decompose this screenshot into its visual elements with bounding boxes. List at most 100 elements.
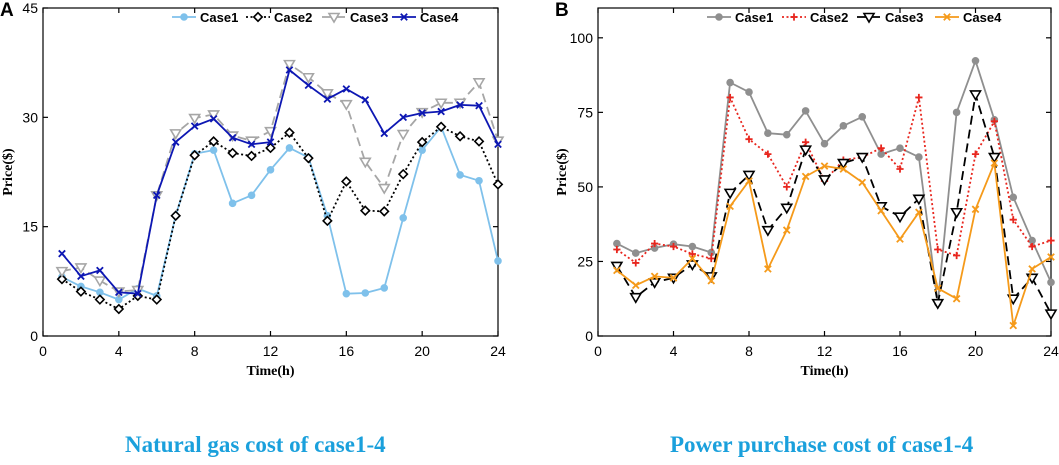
data-point (456, 171, 464, 179)
series-line (61, 125, 499, 301)
data-point (818, 175, 831, 187)
data-point (1009, 216, 1017, 224)
legend-item-case1: Case1 (707, 10, 773, 25)
data-point (987, 152, 1001, 164)
legend-label: Case4 (420, 10, 459, 25)
x-tick-label: 16 (339, 343, 355, 359)
data-point (896, 165, 904, 173)
series-case1 (58, 123, 502, 304)
data-point (613, 245, 621, 254)
data-point (180, 13, 188, 21)
data-point (1047, 236, 1055, 245)
data-point (1047, 278, 1055, 287)
data-point (339, 99, 353, 111)
data-point (171, 138, 180, 146)
series-case1 (613, 56, 1055, 308)
data-point (342, 289, 351, 298)
data-point (475, 101, 483, 110)
data-point (862, 12, 876, 24)
data-point (283, 59, 296, 71)
data-point (613, 266, 621, 275)
x-tick-label: 0 (39, 343, 47, 359)
data-point (915, 93, 923, 102)
x-axis-label: Time(h) (247, 364, 295, 379)
legend: Case1 Case2 Case3 Case4 (707, 10, 1002, 25)
data-point (56, 273, 68, 285)
data-point (133, 289, 142, 298)
data-point (742, 170, 756, 182)
data-point (783, 183, 791, 191)
data-point (397, 168, 409, 180)
data-point (456, 101, 464, 109)
data-point (252, 11, 264, 23)
data-point (266, 166, 275, 174)
data-point (726, 78, 734, 87)
y-tick-label: 100 (570, 30, 594, 46)
y-tick-label: 0 (30, 328, 38, 344)
data-point (632, 259, 640, 267)
data-point (454, 130, 466, 142)
data-point (266, 138, 275, 146)
data-point (782, 130, 791, 139)
data-point (790, 13, 798, 21)
data-point (399, 113, 408, 122)
data-point (707, 276, 716, 285)
data-point (434, 98, 448, 110)
data-point (494, 140, 502, 149)
data-point (915, 153, 923, 161)
data-point (950, 207, 964, 219)
series-line (616, 96, 1052, 264)
data-point (96, 266, 104, 275)
data-point (931, 298, 945, 310)
y-axis-label: Price($) (1, 148, 16, 196)
data-point (990, 159, 999, 167)
data-point (188, 113, 202, 125)
data-point (764, 265, 772, 273)
data-point (651, 239, 659, 248)
data-point (688, 242, 697, 251)
data-point (209, 146, 218, 154)
x-tick-label: 24 (490, 343, 506, 359)
data-point (1028, 236, 1036, 245)
data-point (839, 165, 848, 173)
data-point (399, 214, 408, 222)
data-point (322, 215, 333, 227)
data-point (114, 288, 123, 297)
x-tick-label: 12 (263, 343, 279, 359)
data-point (877, 150, 885, 158)
y-axis-label: Price($) (555, 148, 570, 196)
data-point (152, 191, 161, 200)
x-tick-label: 8 (745, 343, 753, 359)
data-point (1028, 265, 1036, 273)
data-point (247, 140, 256, 149)
y-tick-label: 45 (22, 0, 38, 16)
data-point (304, 81, 313, 90)
data-point (969, 90, 982, 102)
data-point (912, 194, 926, 206)
series-line (61, 63, 499, 293)
data-point (971, 56, 980, 65)
data-point (93, 276, 107, 288)
data-point (761, 225, 775, 237)
data-point (377, 183, 391, 195)
data-point (227, 147, 238, 159)
data-point (1009, 321, 1018, 330)
data-point (650, 272, 659, 281)
x-axis-label: Time(h) (801, 364, 849, 379)
data-point (265, 142, 276, 154)
x-tick-label: 24 (1043, 343, 1059, 359)
data-point (726, 93, 734, 102)
x-tick-label: 12 (817, 343, 833, 359)
data-point (400, 13, 408, 21)
x-tick-label: 16 (892, 343, 908, 359)
y-tick-label: 25 (577, 253, 593, 269)
data-point (799, 145, 813, 157)
data-point (189, 149, 200, 161)
data-point (707, 254, 715, 263)
legend: Case1 Case2 Case3 Case4 (172, 10, 459, 25)
data-point (228, 199, 237, 208)
data-point (858, 178, 867, 187)
data-point (327, 12, 341, 24)
